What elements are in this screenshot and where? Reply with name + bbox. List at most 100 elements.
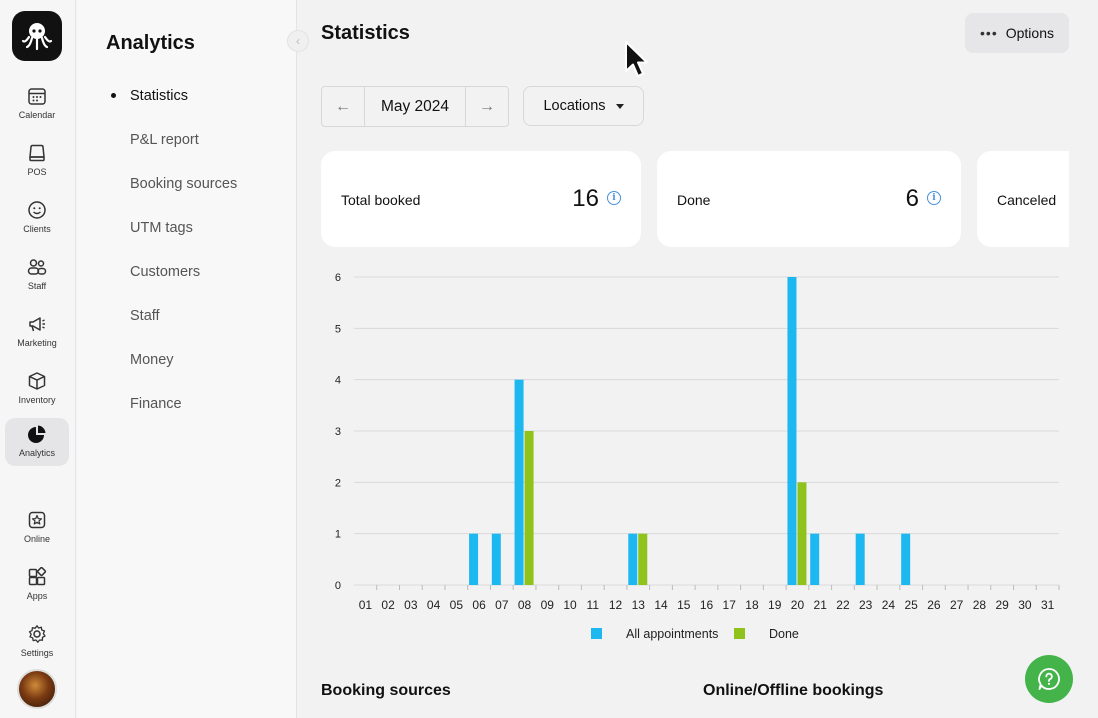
x-tick-label: 14 (654, 598, 668, 612)
y-tick-label: 1 (335, 529, 341, 541)
legend-swatch (734, 628, 745, 639)
appointments-chart: 0 1 2 3 4 5 6 01 02 03 04 05 06 07 08 09 10 11 12 13 14 15 16 1… (321, 262, 1071, 652)
octopus-logo[interactable] (12, 11, 62, 61)
bar-all-appointments (469, 533, 479, 585)
pos-icon (26, 142, 48, 164)
x-tick-label: 05 (450, 598, 464, 612)
x-tick-label: 31 (1041, 598, 1055, 612)
rail-item-calendar[interactable]: Calendar (5, 80, 69, 128)
rail-item-online[interactable]: Online (5, 504, 69, 552)
y-tick-label: 0 (335, 580, 341, 592)
x-tick-label: 30 (1018, 598, 1032, 612)
x-tick-label: 17 (723, 598, 737, 612)
subnav-item-pl-report[interactable]: P&L report (130, 132, 199, 148)
rail-item-apps[interactable]: Apps (5, 561, 69, 609)
prev-month-button[interactable]: ← (322, 87, 364, 126)
x-tick-label: 09 (541, 598, 555, 612)
rail-label: Clients (23, 224, 51, 234)
month-picker: ← May 2024 → (321, 86, 509, 127)
rail-label: Analytics (18, 448, 55, 458)
bar-all-appointments (628, 533, 638, 585)
legend-label: Done (769, 627, 799, 641)
more-dots-icon: ••• (980, 25, 998, 41)
x-tick-label: 11 (587, 598, 600, 612)
x-tick-label: 28 (973, 598, 987, 612)
chevron-left-icon: ‹ (296, 34, 300, 48)
current-month[interactable]: May 2024 (364, 87, 466, 126)
rail-label: Staff (27, 281, 47, 291)
x-tick-label: 21 (814, 598, 828, 612)
legend-label: All appointments (626, 627, 718, 641)
bar-done (638, 533, 648, 585)
options-button[interactable]: ••• Options (965, 13, 1069, 53)
next-month-button[interactable]: → (466, 87, 508, 126)
subnav-item-finance[interactable]: Finance (130, 396, 182, 412)
locations-dropdown[interactable]: Locations (523, 86, 644, 126)
x-tick-label: 22 (836, 598, 850, 612)
y-tick-label: 5 (335, 323, 341, 335)
rail-label: Online (23, 534, 50, 544)
bar-all-appointments (514, 379, 524, 585)
rail-item-inventory[interactable]: Inventory (5, 365, 69, 413)
options-label: Options (1005, 25, 1054, 41)
rail-item-analytics[interactable]: Analytics (5, 418, 69, 466)
stat-card-canceled: Canceled (977, 151, 1069, 247)
subnav-item-utm-tags[interactable]: UTM tags (130, 220, 193, 236)
x-tick-label: 10 (563, 598, 577, 612)
rail-label: Calendar (18, 110, 56, 120)
rail-label: Inventory (18, 395, 56, 405)
x-tick-label: 04 (427, 598, 441, 612)
y-tick-label: 2 (335, 477, 341, 489)
stat-value: 6 (905, 185, 919, 212)
locations-label: Locations (543, 98, 606, 114)
bar-done (524, 431, 534, 585)
x-tick-label: 08 (518, 598, 532, 612)
calendar-icon (26, 85, 48, 107)
x-tick-label: 25 (904, 598, 918, 612)
apps-icon (26, 566, 48, 588)
section-title-online-offline: Online/Offline bookings (703, 682, 884, 699)
rail-label: Apps (26, 591, 48, 601)
subnav-item-money[interactable]: Money (130, 352, 174, 368)
mouse-cursor (624, 40, 652, 85)
collapse-sidebar-button[interactable]: ‹ (287, 30, 309, 52)
rail-item-settings[interactable]: Settings (5, 618, 69, 666)
x-tick-label: 23 (859, 598, 873, 612)
legend-swatch (591, 628, 602, 639)
pie-chart-icon (26, 423, 48, 445)
x-tick-label: 29 (995, 598, 1009, 612)
subnav-item-statistics[interactable]: Statistics (130, 88, 189, 104)
rail-item-marketing[interactable]: Marketing (5, 308, 69, 356)
rail-item-staff[interactable]: Staff (5, 251, 69, 299)
section-title-booking-sources: Booking sources (321, 682, 451, 699)
bar-all-appointments (855, 533, 865, 585)
caret-down-icon (615, 103, 624, 109)
app-rail: Calendar POS Clients Staff Marketing Inv… (0, 0, 76, 718)
bar-all-appointments (491, 533, 501, 585)
smiley-icon (26, 199, 48, 221)
info-icon[interactable]: i (927, 191, 941, 205)
x-tick-label: 03 (404, 598, 418, 612)
box-icon (26, 370, 48, 392)
rail-label: Marketing (17, 338, 57, 348)
x-tick-label: 26 (927, 598, 941, 612)
info-icon[interactable]: i (607, 191, 621, 205)
page-title: Statistics (321, 22, 410, 44)
x-tick-label: 12 (609, 598, 623, 612)
x-tick-label: 06 (472, 598, 486, 612)
bar-done (797, 482, 807, 585)
analytics-subnav: Analytics ‹ Statistics P&L report Bookin… (77, 0, 309, 718)
online-booking-icon (26, 509, 48, 531)
subnav-item-customers[interactable]: Customers (130, 264, 201, 280)
subnav-item-staff[interactable]: Staff (130, 308, 160, 324)
user-avatar[interactable] (17, 669, 57, 709)
rail-item-pos[interactable]: POS (5, 137, 69, 185)
x-tick-label: 02 (381, 598, 395, 612)
rail-item-clients[interactable]: Clients (5, 194, 69, 242)
stat-label: Done (677, 192, 711, 208)
help-chat-button[interactable] (1025, 655, 1073, 703)
subnav-item-booking-sources[interactable]: Booking sources (130, 176, 238, 192)
bar-all-appointments (901, 533, 911, 585)
x-tick-label: 24 (882, 598, 896, 612)
x-tick-label: 18 (745, 598, 759, 612)
